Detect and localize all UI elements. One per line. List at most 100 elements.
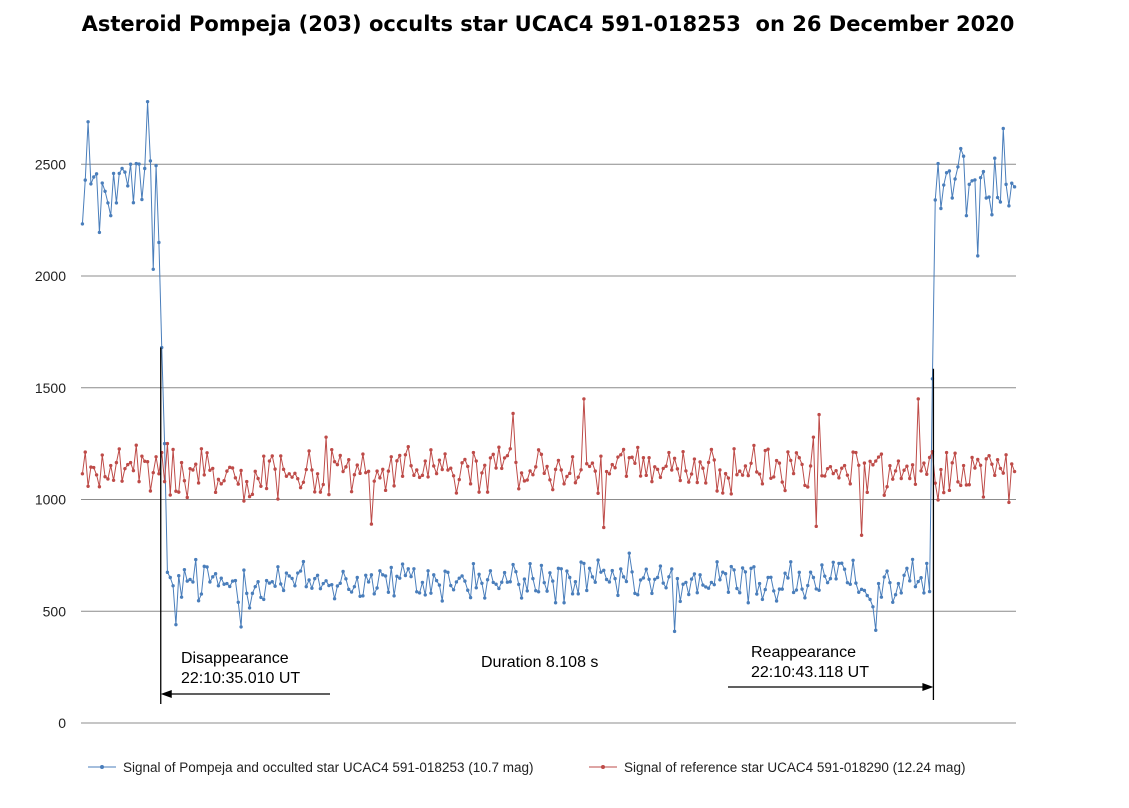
- data-point: [242, 499, 246, 503]
- data-point: [735, 472, 739, 477]
- data-point: [825, 466, 830, 471]
- data-point: [698, 460, 702, 464]
- data-point: [338, 453, 342, 458]
- data-point: [913, 482, 918, 486]
- data-point: [905, 464, 909, 468]
- data-point: [171, 584, 175, 588]
- data-point: [451, 588, 456, 592]
- data-point: [817, 412, 821, 417]
- disappearance-label: Disappearance: [181, 650, 289, 667]
- data-point: [701, 466, 705, 470]
- data-point: [236, 600, 240, 605]
- data-point: [610, 462, 614, 467]
- data-point: [953, 451, 957, 455]
- data-point: [641, 576, 646, 580]
- data-point: [820, 474, 824, 478]
- data-point: [562, 601, 566, 605]
- data-point: [936, 498, 940, 502]
- data-point: [126, 462, 130, 467]
- data-point: [780, 480, 784, 484]
- data-point: [783, 488, 787, 493]
- data-point: [565, 474, 569, 479]
- data-point: [653, 577, 657, 581]
- data-point: [352, 472, 357, 477]
- data-point: [247, 494, 252, 499]
- data-point: [389, 565, 393, 570]
- data-point: [347, 458, 351, 462]
- data-point: [551, 487, 555, 492]
- data-point: [942, 490, 946, 495]
- data-point: [151, 470, 155, 475]
- data-point: [857, 590, 861, 594]
- data-point: [820, 563, 824, 567]
- data-point: [409, 574, 413, 579]
- data-point: [735, 586, 739, 591]
- data-point: [525, 589, 529, 593]
- data-point: [528, 561, 532, 566]
- data-point: [429, 448, 433, 452]
- data-point: [851, 450, 855, 454]
- data-point: [449, 466, 453, 470]
- data-point: [443, 569, 447, 573]
- data-point: [355, 575, 359, 580]
- data-point: [1010, 462, 1014, 466]
- reappearance-arrowhead: [922, 683, 934, 691]
- data-point: [987, 453, 991, 458]
- data-point: [800, 587, 804, 591]
- data-point: [389, 455, 393, 459]
- data-point: [301, 480, 306, 484]
- data-point: [845, 473, 850, 477]
- data-point: [483, 463, 487, 467]
- data-point: [633, 591, 637, 596]
- data-point: [831, 471, 835, 476]
- data-point: [103, 475, 107, 479]
- data-point: [216, 584, 221, 588]
- data-point: [896, 459, 901, 463]
- data-point: [372, 479, 376, 483]
- data-point: [417, 475, 422, 480]
- data-point: [477, 572, 481, 577]
- data-point: [466, 588, 470, 592]
- data-point: [803, 483, 807, 488]
- data-point: [262, 597, 266, 602]
- duration-label: Duration 8.108 s: [481, 654, 598, 671]
- data-point: [862, 461, 867, 465]
- data-point: [406, 567, 410, 571]
- data-point: [548, 571, 552, 575]
- data-point: [650, 591, 654, 596]
- data-point: [111, 478, 116, 482]
- data-point: [834, 468, 838, 473]
- data-point: [627, 551, 631, 555]
- data-point: [848, 582, 852, 586]
- data-point: [536, 590, 541, 594]
- data-point: [392, 484, 396, 488]
- data-point: [701, 583, 705, 587]
- data-point: [378, 569, 382, 573]
- data-point: [602, 568, 606, 573]
- data-point: [786, 576, 790, 580]
- data-point: [497, 586, 501, 591]
- data-point: [120, 166, 124, 171]
- data-point: [993, 156, 997, 160]
- data-point: [92, 465, 96, 470]
- data-point: [780, 587, 784, 591]
- data-point: [704, 481, 708, 485]
- data-point: [245, 591, 249, 596]
- data-point: [522, 577, 527, 581]
- data-point: [755, 592, 759, 596]
- data-point: [290, 576, 294, 581]
- data-point: [964, 483, 969, 487]
- data-point: [687, 480, 691, 484]
- data-point: [386, 590, 391, 594]
- data-point: [539, 452, 544, 457]
- data-point: [757, 581, 762, 586]
- data-point: [239, 468, 243, 473]
- data-point: [463, 579, 467, 583]
- data-point: [678, 599, 682, 604]
- data-point: [981, 169, 986, 174]
- data-point: [145, 99, 150, 104]
- data-point: [661, 581, 665, 585]
- data-point: [83, 178, 87, 182]
- data-point: [667, 450, 671, 455]
